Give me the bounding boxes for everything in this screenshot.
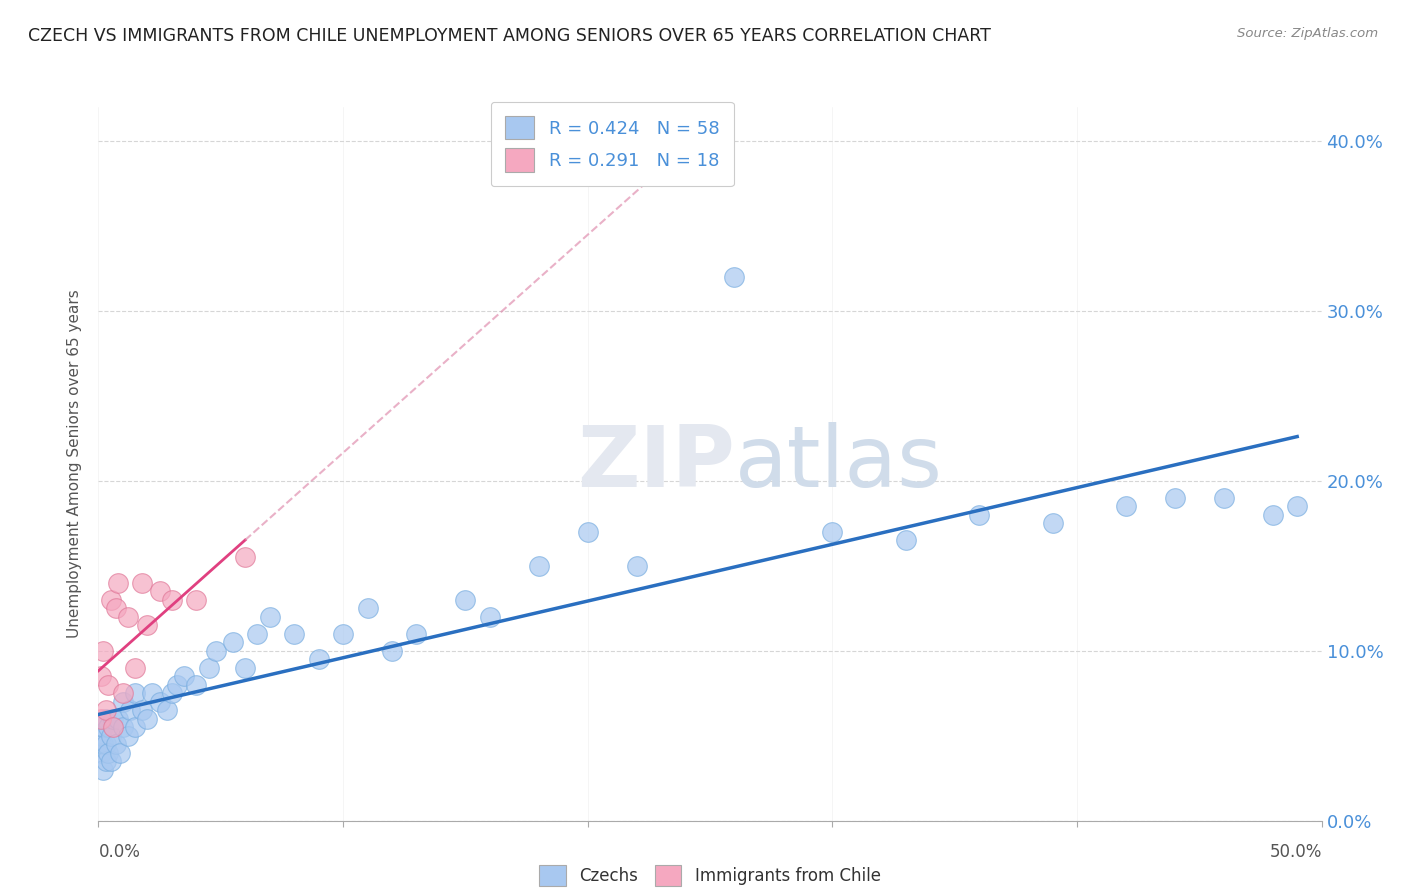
Point <box>124 686 146 700</box>
Y-axis label: Unemployment Among Seniors over 65 years: Unemployment Among Seniors over 65 years <box>67 290 83 638</box>
Point <box>107 712 129 726</box>
Point <box>136 618 159 632</box>
Point <box>97 720 120 734</box>
Point <box>107 575 129 590</box>
Point <box>821 524 844 539</box>
Point <box>160 592 183 607</box>
Point <box>94 754 117 768</box>
Point <box>894 533 917 548</box>
Text: 0.0%: 0.0% <box>98 843 141 861</box>
Text: 50.0%: 50.0% <box>1270 843 1322 861</box>
Point <box>90 746 112 760</box>
Point <box>222 635 245 649</box>
Point <box>124 661 146 675</box>
Point <box>967 508 990 522</box>
Point <box>91 737 114 751</box>
Point <box>186 678 208 692</box>
Point <box>94 737 117 751</box>
Point <box>104 737 127 751</box>
Point <box>173 669 195 683</box>
Point <box>120 703 142 717</box>
Point <box>141 686 163 700</box>
Point <box>149 584 172 599</box>
Point <box>149 695 172 709</box>
Text: ZIP: ZIP <box>576 422 734 506</box>
Point <box>101 712 124 726</box>
Point <box>576 524 599 539</box>
Point <box>186 592 208 607</box>
Point <box>91 720 114 734</box>
Point <box>136 712 159 726</box>
Point <box>117 609 139 624</box>
Point <box>111 686 134 700</box>
Point <box>94 712 117 726</box>
Point <box>259 609 281 624</box>
Text: atlas: atlas <box>734 422 942 506</box>
Text: CZECH VS IMMIGRANTS FROM CHILE UNEMPLOYMENT AMONG SENIORS OVER 65 YEARS CORRELAT: CZECH VS IMMIGRANTS FROM CHILE UNEMPLOYM… <box>28 27 991 45</box>
Point <box>90 729 112 743</box>
Point <box>94 703 117 717</box>
Point <box>91 763 114 777</box>
Point <box>723 269 745 284</box>
Point <box>100 754 122 768</box>
Point <box>131 575 153 590</box>
Point <box>111 720 134 734</box>
Point <box>197 661 219 675</box>
Point <box>110 746 132 760</box>
Point <box>454 592 477 607</box>
Point <box>124 720 146 734</box>
Point <box>97 678 120 692</box>
Point <box>100 729 122 743</box>
Point <box>233 550 256 565</box>
Point <box>1164 491 1187 505</box>
Point <box>478 609 501 624</box>
Point <box>1261 508 1284 522</box>
Legend: Czechs, Immigrants from Chile: Czechs, Immigrants from Chile <box>531 856 889 892</box>
Point <box>381 644 404 658</box>
Point <box>111 695 134 709</box>
Text: Source: ZipAtlas.com: Source: ZipAtlas.com <box>1237 27 1378 40</box>
Point <box>1115 500 1137 514</box>
Point <box>1286 500 1309 514</box>
Point <box>166 678 188 692</box>
Point <box>283 626 305 640</box>
Point <box>90 669 112 683</box>
Point <box>626 558 648 573</box>
Point <box>104 601 127 615</box>
Point <box>160 686 183 700</box>
Point <box>356 601 378 615</box>
Point <box>90 712 112 726</box>
Point <box>332 626 354 640</box>
Point <box>527 558 550 573</box>
Point <box>308 652 330 666</box>
Point <box>101 720 124 734</box>
Point <box>117 729 139 743</box>
Point <box>233 661 256 675</box>
Point <box>131 703 153 717</box>
Point <box>1042 516 1064 531</box>
Point <box>1212 491 1234 505</box>
Point <box>246 626 269 640</box>
Point <box>405 626 427 640</box>
Point <box>97 746 120 760</box>
Point <box>156 703 179 717</box>
Point <box>91 644 114 658</box>
Point <box>100 592 122 607</box>
Point <box>205 644 228 658</box>
